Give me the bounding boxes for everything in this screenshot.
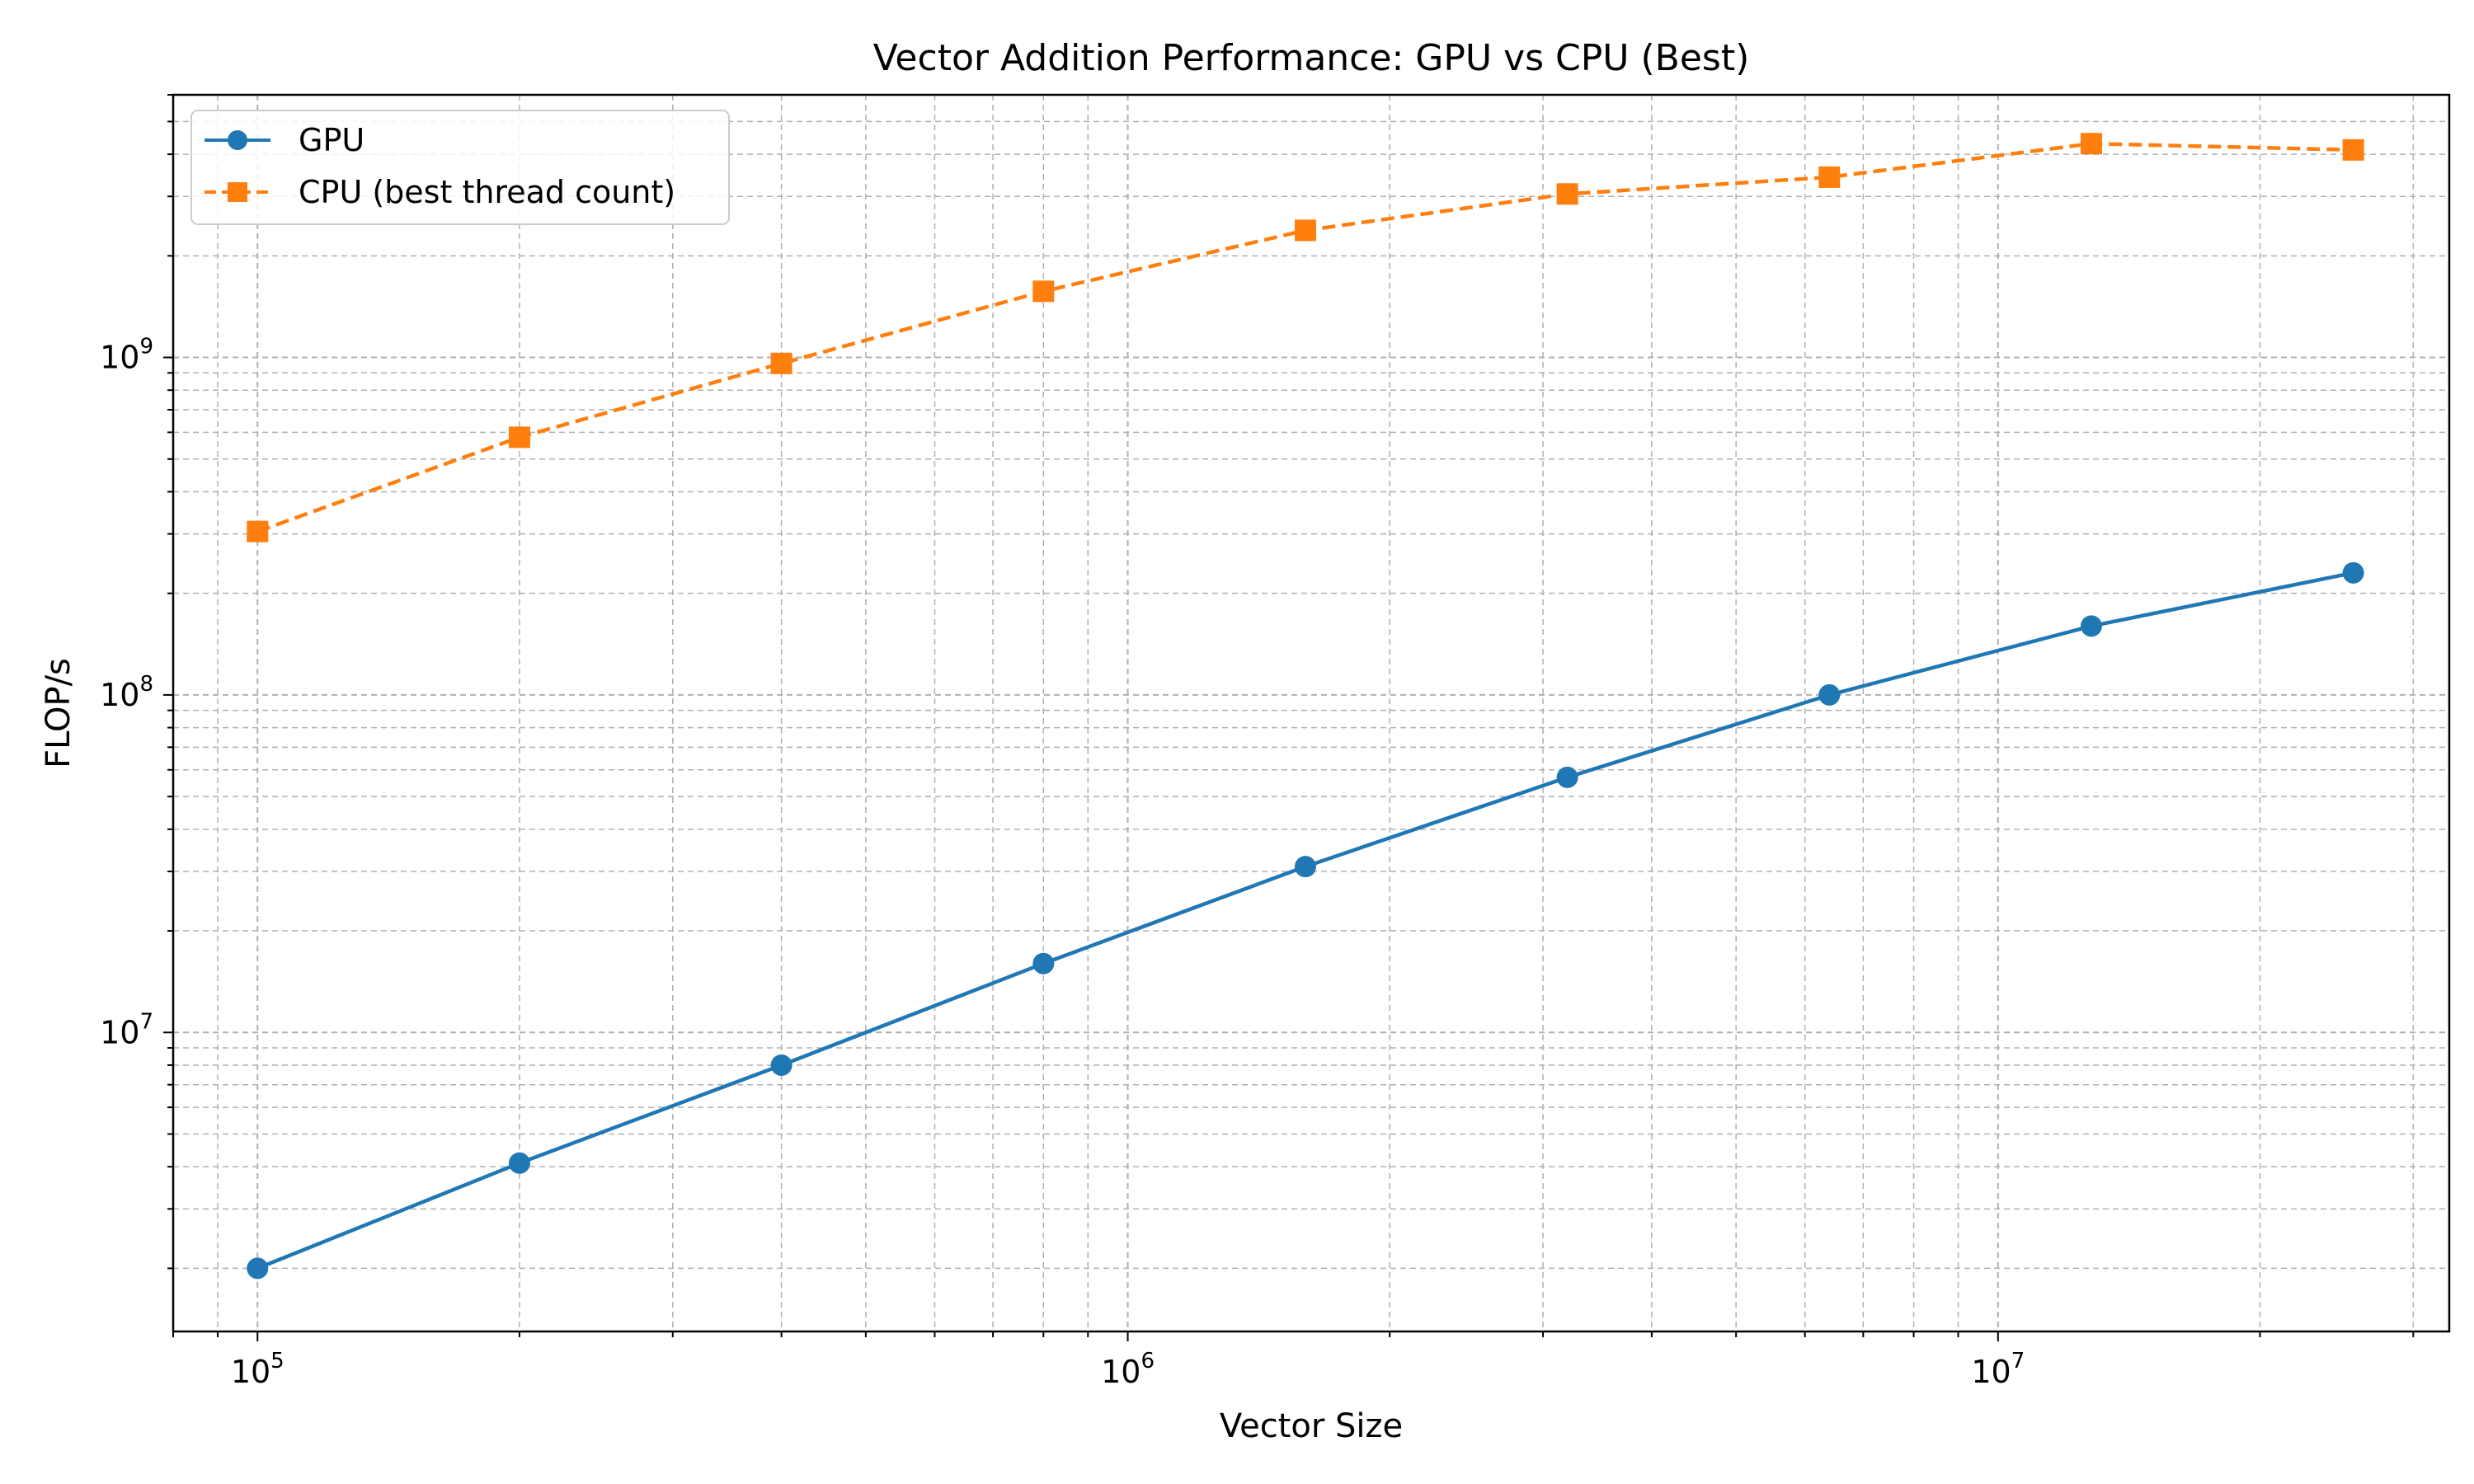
legend: GPU CPU (best thread count) xyxy=(190,110,730,225)
data-point xyxy=(2342,139,2364,161)
legend-cpu-label: CPU (best thread count) xyxy=(299,174,675,210)
data-point xyxy=(508,426,530,448)
legend-cpu-marker xyxy=(228,182,247,202)
data-point xyxy=(1294,219,1316,242)
data-point xyxy=(1556,766,1578,788)
y-tick-label: 109 xyxy=(100,335,153,376)
data-point xyxy=(770,352,793,374)
data-point xyxy=(1818,166,1841,188)
data-point xyxy=(1032,280,1055,303)
x-tick-label: 105 xyxy=(231,1349,285,1390)
data-point xyxy=(2342,561,2364,584)
chart-title: Vector Addition Performance: GPU vs CPU … xyxy=(873,37,1750,79)
series-layer xyxy=(247,133,2364,1280)
data-point xyxy=(247,1257,269,1280)
data-point xyxy=(2080,133,2102,155)
data-point xyxy=(1032,952,1055,974)
data-point xyxy=(1556,183,1578,205)
x-tick-label: 106 xyxy=(1101,1349,1155,1390)
data-point xyxy=(1294,856,1316,878)
data-point xyxy=(247,520,269,542)
legend-gpu-label: GPU xyxy=(299,122,365,158)
x-axis-label: Vector Size xyxy=(1220,1407,1403,1445)
data-point xyxy=(508,1152,530,1174)
data-point xyxy=(2080,615,2102,637)
data-point xyxy=(770,1054,793,1076)
y-axis-label: FLOP/s xyxy=(40,658,78,768)
plot-frame xyxy=(172,93,2451,1333)
legend-box xyxy=(190,110,730,225)
data-point xyxy=(1818,683,1841,706)
legend-gpu-marker xyxy=(228,130,247,150)
